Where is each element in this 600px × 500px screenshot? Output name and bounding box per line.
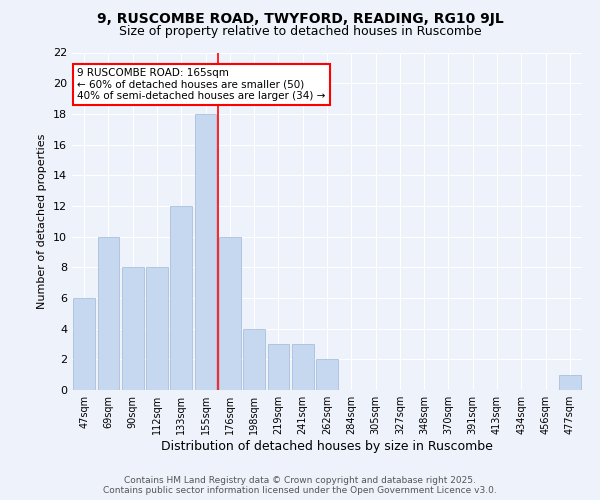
Bar (97, 236, 119, 390)
Bar (219, 236, 241, 390)
Bar (73, 298, 95, 390)
Bar (316, 360, 338, 390)
Bar (559, 374, 581, 390)
Bar (170, 206, 192, 390)
Text: Size of property relative to detached houses in Ruscombe: Size of property relative to detached ho… (119, 25, 481, 38)
Y-axis label: Number of detached properties: Number of detached properties (37, 134, 47, 309)
Text: Contains HM Land Registry data © Crown copyright and database right 2025.
Contai: Contains HM Land Registry data © Crown c… (103, 476, 497, 495)
Bar (194, 114, 217, 390)
X-axis label: Distribution of detached houses by size in Ruscombe: Distribution of detached houses by size … (161, 440, 493, 453)
Text: 9 RUSCOMBE ROAD: 165sqm
← 60% of detached houses are smaller (50)
40% of semi-de: 9 RUSCOMBE ROAD: 165sqm ← 60% of detache… (77, 68, 325, 101)
Bar (292, 344, 314, 390)
Text: 9, RUSCOMBE ROAD, TWYFORD, READING, RG10 9JL: 9, RUSCOMBE ROAD, TWYFORD, READING, RG10… (97, 12, 503, 26)
Bar (268, 344, 289, 390)
Bar (122, 268, 143, 390)
Bar (146, 268, 168, 390)
Bar (243, 328, 265, 390)
